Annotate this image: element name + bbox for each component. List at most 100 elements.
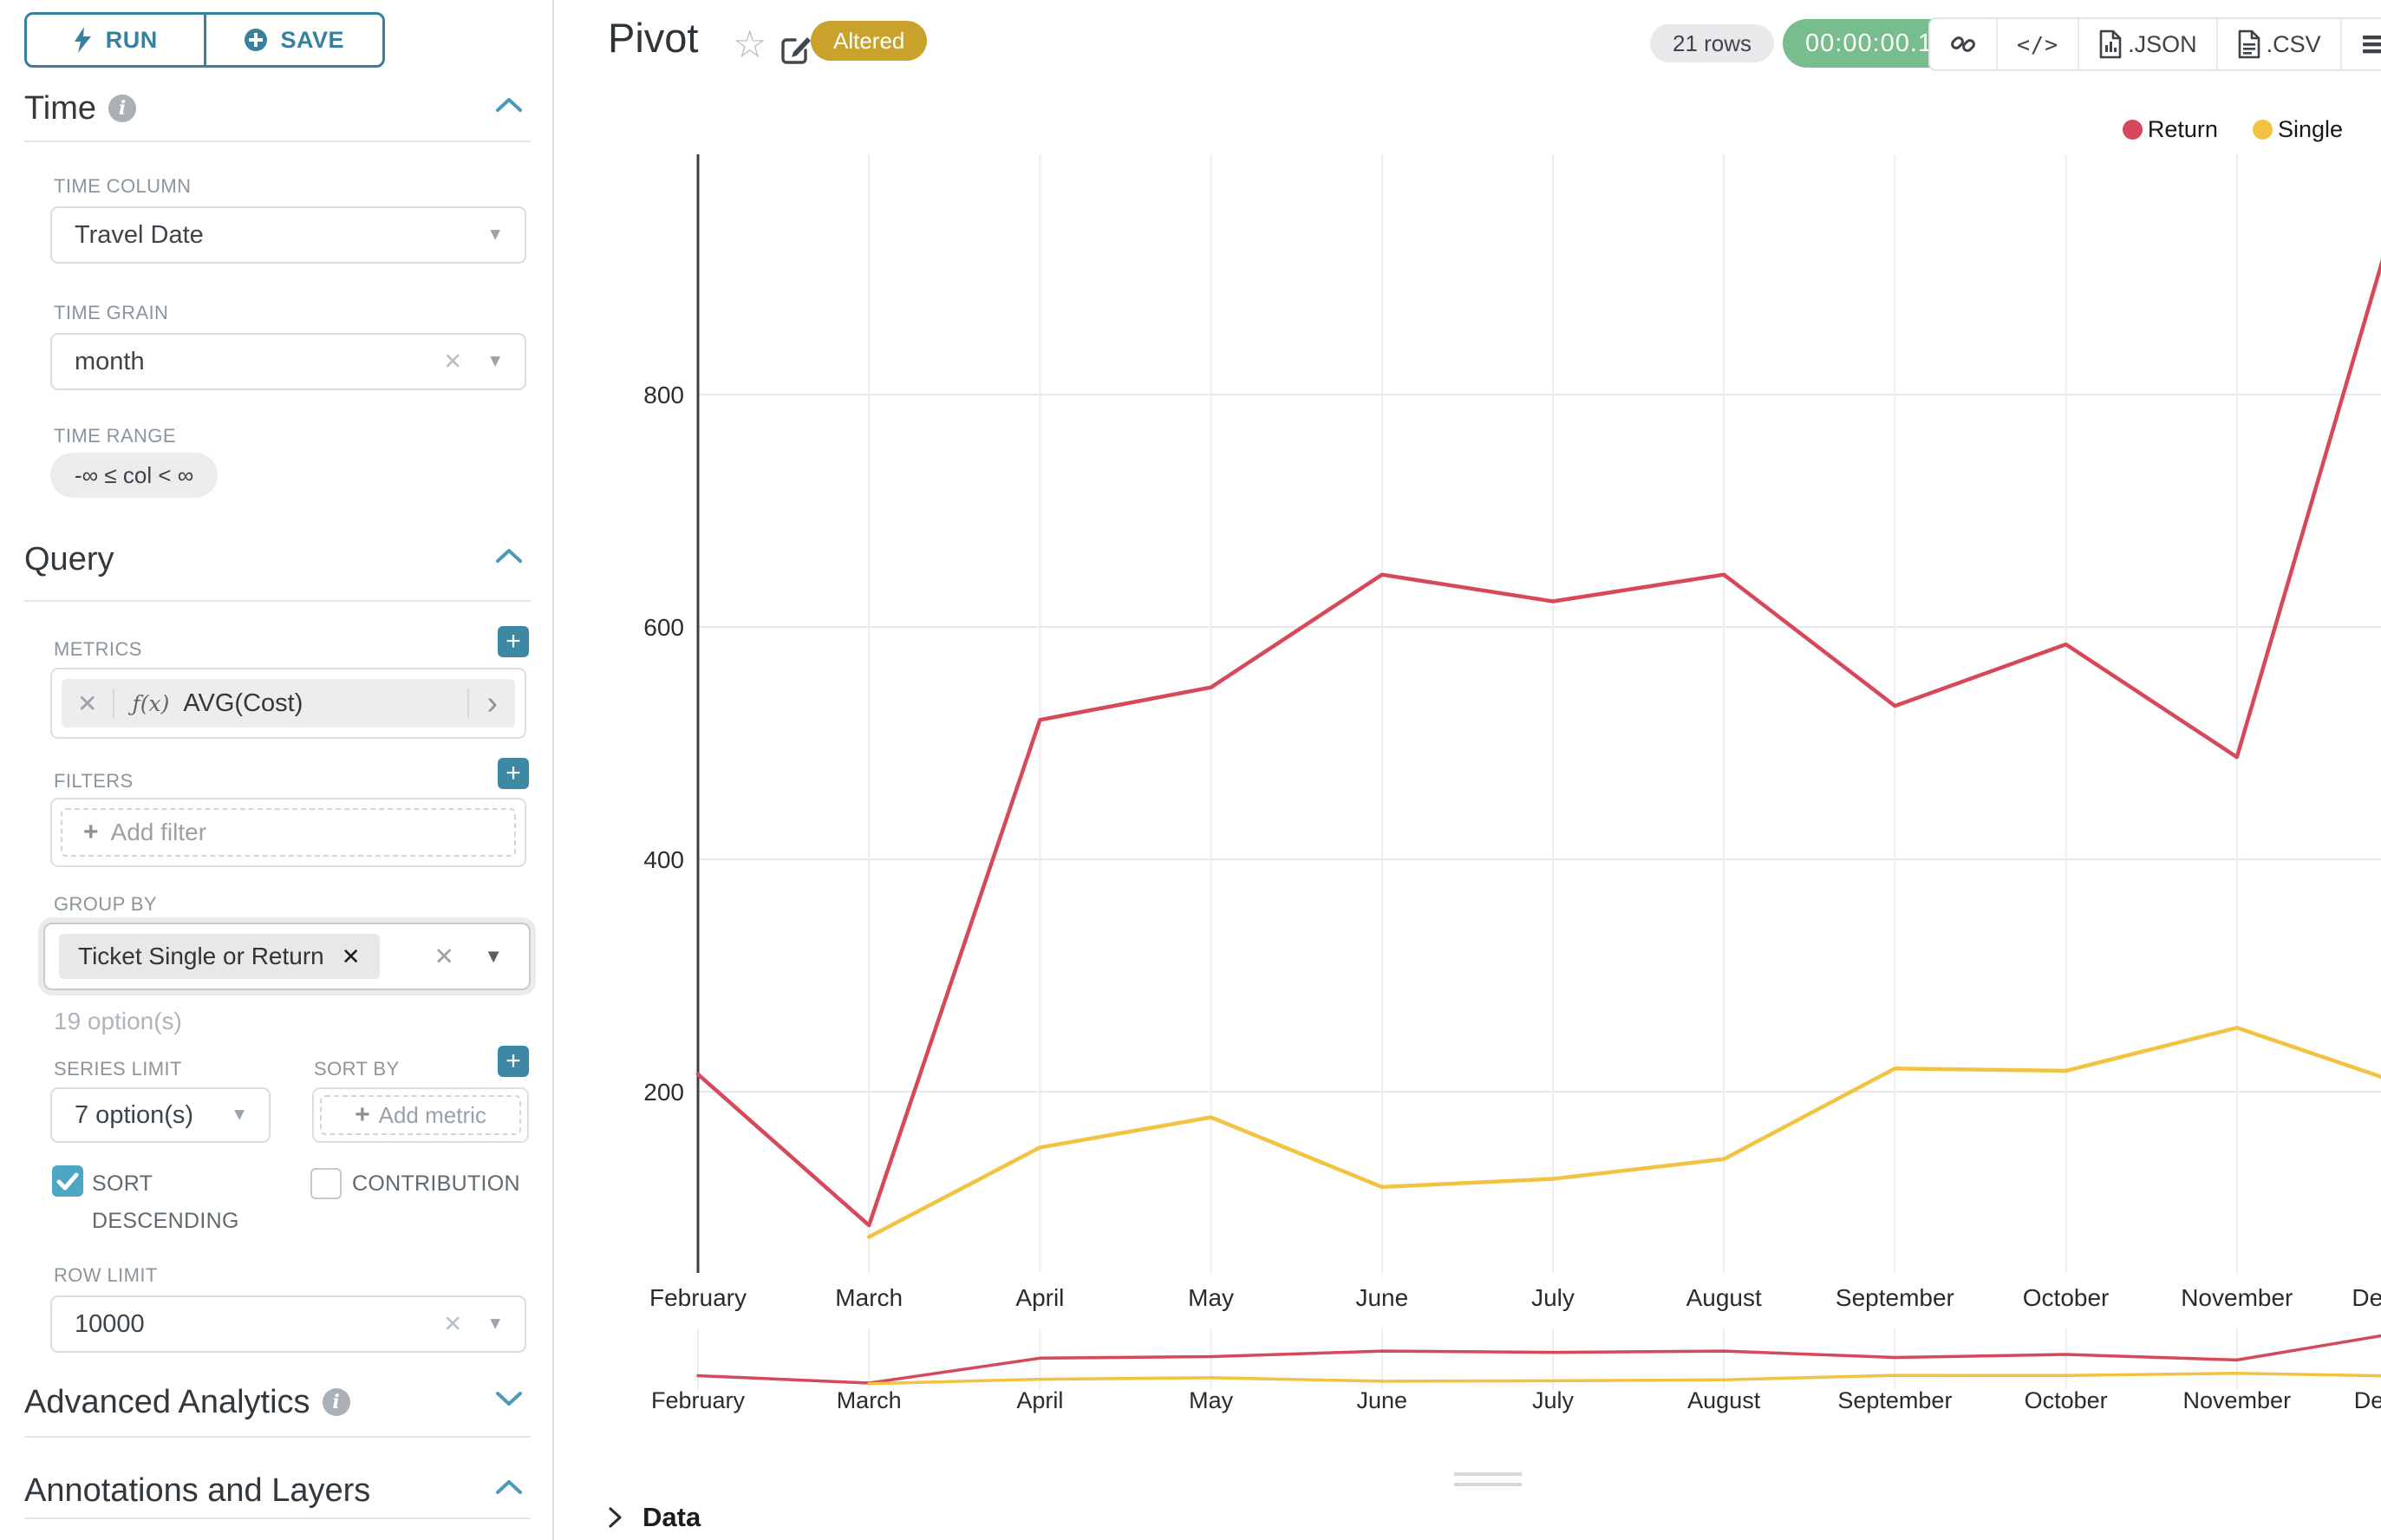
data-panel-toggle[interactable]: Data [606, 1502, 701, 1533]
export-json-button[interactable]: .JSON [2078, 19, 2216, 69]
add-filter-dropzone[interactable]: + Add filter [61, 808, 516, 857]
sort-descending-label: SORT DESCENDING [92, 1171, 239, 1233]
time-range-pill[interactable]: -∞ ≤ col < ∞ [50, 453, 219, 498]
chart-title: Pivot [608, 15, 699, 61]
share-link-button[interactable] [1930, 19, 1996, 69]
chevron-up-icon[interactable] [494, 1478, 524, 1497]
time-section-header[interactable]: Time i [24, 88, 531, 128]
chevron-up-icon[interactable] [494, 546, 524, 565]
run-button[interactable]: RUN [27, 15, 204, 65]
altered-badge: Altered [811, 21, 928, 61]
lightning-icon [74, 27, 91, 53]
series-limit-value: 7 option(s) [75, 1100, 194, 1129]
save-button[interactable]: SAVE [206, 15, 383, 65]
series-line-return[interactable] [695, 173, 2381, 1228]
mini-x-axis-label: April [1016, 1387, 1063, 1413]
chart-legend[interactable]: Return Single [2122, 116, 2343, 143]
pill-divider [113, 688, 115, 718]
function-icon: ƒ(x) [132, 690, 170, 716]
add-sort-metric-button[interactable]: + [498, 1046, 529, 1077]
star-icon[interactable]: ☆ [733, 23, 767, 66]
y-tick-label: 400 [643, 846, 684, 873]
mini-x-axis-label: August [1687, 1387, 1761, 1413]
series-limit-select[interactable]: 7 option(s) ▼ [50, 1087, 271, 1143]
link-icon [1951, 36, 1975, 52]
caret-down-icon[interactable]: ▼ [486, 351, 504, 371]
json-label: .JSON [2128, 30, 2197, 57]
section-divider [24, 140, 531, 142]
add-sort-metric-dropzone[interactable]: + Add metric [320, 1095, 521, 1135]
clear-icon[interactable]: ✕ [443, 1310, 462, 1337]
metric-pill[interactable]: ✕ ƒ(x) AVG(Cost) › [62, 679, 515, 728]
mini-series-line-single[interactable] [867, 1372, 2381, 1386]
legend-dot-icon [2252, 120, 2273, 140]
export-toolbar: </> .JSON .CSV [1928, 17, 2381, 71]
export-csv-button[interactable]: .CSV [2215, 19, 2340, 69]
annotations-header[interactable]: Annotations and Layers [24, 1471, 531, 1511]
chevron-down-icon[interactable] [494, 1389, 524, 1408]
add-filter-button[interactable]: + [498, 758, 529, 789]
query-timer-value: 00:00:00.16 [1805, 29, 1948, 57]
group-by-hint: 19 option(s) [54, 1008, 182, 1034]
annotations-title: Annotations and Layers [24, 1471, 371, 1509]
x-axis-label: May [1188, 1284, 1234, 1311]
edit-icon[interactable] [780, 31, 814, 66]
sort-descending-checkbox[interactable] [52, 1165, 83, 1197]
row-count-badge: 21 rows [1650, 24, 1775, 62]
legend-dot-icon [2122, 120, 2143, 140]
altered-badge-label: Altered [833, 27, 905, 54]
pill-divider [467, 688, 470, 718]
check-icon [56, 1172, 79, 1191]
mini-x-axis-label: May [1189, 1387, 1234, 1413]
chevron-up-icon[interactable] [494, 95, 524, 114]
plus-icon: + [83, 818, 99, 846]
query-section-header[interactable]: Query [24, 539, 531, 579]
chart-menu-button[interactable] [2339, 19, 2381, 69]
clear-icon[interactable]: ✕ [443, 348, 462, 375]
view-query-button[interactable]: </> [1996, 19, 2078, 69]
x-axis-label: December [2352, 1284, 2381, 1311]
add-metric-button[interactable]: + [498, 626, 529, 657]
mini-x-axis-label: July [1532, 1387, 1575, 1413]
line-chart[interactable]: 200 400 600 800 February February March March Ap… [554, 0, 2381, 1540]
row-limit-select[interactable]: 10000 ✕ ▼ [50, 1295, 526, 1353]
caret-down-icon[interactable]: ▼ [484, 945, 503, 967]
legend-item-return[interactable]: Return [2122, 116, 2218, 143]
metric-value: AVG(Cost) [183, 688, 303, 717]
advanced-analytics-header[interactable]: Advanced Analytics i [24, 1382, 531, 1422]
remove-tag-icon[interactable]: ✕ [341, 943, 361, 969]
clear-icon[interactable]: ✕ [434, 943, 454, 970]
x-axis-label: November [2181, 1284, 2293, 1311]
time-section-title: Time [24, 89, 97, 127]
resize-grip-handle[interactable] [1454, 1483, 1522, 1486]
filters-label: FILTERS [54, 770, 134, 792]
chevron-right-icon[interactable]: › [486, 685, 498, 721]
x-axis-label: August [1686, 1284, 1762, 1311]
group-by-select[interactable]: Ticket Single or Return ✕ ✕ ▼ [43, 923, 531, 990]
csv-file-icon [2238, 29, 2260, 59]
group-by-tag[interactable]: Ticket Single or Return ✕ [59, 934, 380, 979]
metrics-box: ✕ ƒ(x) AVG(Cost) › [50, 668, 526, 739]
group-by-tag-label: Ticket Single or Return [78, 943, 324, 969]
mini-series-line-return[interactable] [696, 1331, 2381, 1385]
remove-metric-icon[interactable]: ✕ [77, 689, 98, 717]
time-column-select[interactable]: Travel Date ▼ [50, 206, 526, 264]
contribution-checkbox[interactable] [310, 1168, 342, 1200]
y-tick-label: 200 [643, 1079, 684, 1106]
run-save-button-group: RUN SAVE [24, 12, 385, 68]
time-grain-select[interactable]: month ✕ ▼ [50, 333, 526, 390]
row-limit-label: ROW LIMIT [54, 1264, 158, 1286]
query-section-title: Query [24, 540, 114, 578]
button-divider [203, 15, 206, 65]
chart-pane: Pivot ☆ Altered 21 rows 00:00:00.16 </> [554, 0, 2381, 1540]
legend-item-single[interactable]: Single [2252, 116, 2343, 143]
caret-down-icon[interactable]: ▼ [486, 1314, 504, 1334]
mini-x-axis-label: June [1357, 1387, 1408, 1413]
series-line-single[interactable] [866, 1026, 2381, 1239]
resize-grip-handle[interactable] [1454, 1472, 1522, 1476]
mini-x-axis-label: October [2025, 1387, 2108, 1413]
x-axis-label: September [1836, 1284, 1954, 1311]
caret-down-icon[interactable]: ▼ [486, 225, 504, 245]
x-axis-label: July [1531, 1284, 1575, 1311]
caret-down-icon[interactable]: ▼ [231, 1105, 248, 1125]
